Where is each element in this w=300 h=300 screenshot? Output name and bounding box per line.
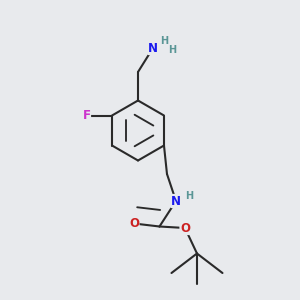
Text: F: F [82,109,91,122]
Text: O: O [180,221,190,235]
Text: N: N [148,41,158,55]
Text: N: N [171,194,181,208]
Text: O: O [129,217,139,230]
Text: H: H [160,36,169,46]
Text: H: H [169,45,177,56]
Text: H: H [186,190,194,201]
